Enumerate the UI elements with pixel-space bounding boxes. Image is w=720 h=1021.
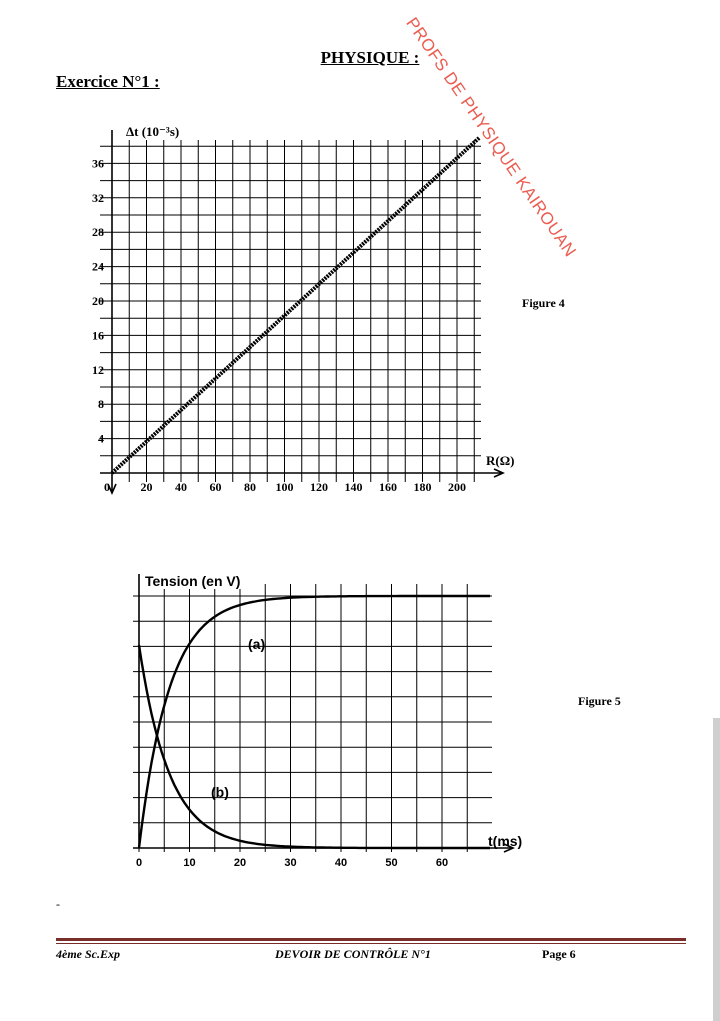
curve-b-line (137, 644, 490, 850)
chart5-x-tick-label: 30 (284, 857, 296, 869)
chart4-x-axis-label: R(Ω) (486, 453, 514, 468)
chart4-grid (100, 140, 481, 482)
chart4-x-tick-label: 40 (175, 480, 187, 494)
chart4-y-tick-label: 28 (92, 225, 104, 239)
chart5-x-tick-label: 50 (385, 857, 397, 869)
chart4-y-tick-label: 20 (92, 294, 104, 308)
chart4-y-tick-label: 8 (98, 397, 104, 411)
chart4-x-tick-label: 100 (276, 480, 294, 494)
chart4-y-tick-label: 36 (92, 156, 104, 170)
chart4-x-tick-label: 120 (310, 480, 328, 494)
chart4-x-tick-label: 160 (379, 480, 397, 494)
chart5-origin-label: 0 (136, 857, 142, 869)
footer-rule-thin (56, 943, 686, 944)
chart4-y-tick-label: 32 (92, 191, 104, 205)
chart4-y-tick-label: 12 (92, 363, 104, 377)
chart4-x-tick-label: 140 (345, 480, 363, 494)
chart4-series-line (110, 136, 481, 475)
chart5-x-arrow (503, 843, 515, 853)
chart5-grid (133, 584, 492, 852)
chart5-ticks: 10 20 30 40 50 60 (183, 857, 448, 869)
figure-4-caption: Figure 4 (522, 296, 565, 310)
chart5-x-tick-label: 40 (335, 857, 347, 869)
chart5-x-axis-label: t(ms) (488, 833, 522, 849)
footer-class-label: 4ème Sc.Exp (56, 947, 120, 961)
chart4-axes (100, 130, 505, 495)
footer-rule (56, 938, 686, 941)
chart4-y-arrow (107, 483, 117, 495)
chart4-series (110, 136, 481, 475)
chart4-x-tick-label: 60 (210, 480, 222, 494)
chart5-series (137, 594, 490, 850)
chart4-y-tick-label: 4 (98, 432, 104, 446)
chart4-x-tick-label: 20 (141, 480, 153, 494)
scrollbar[interactable] (713, 718, 720, 1021)
figure-5-caption: Figure 5 (578, 694, 621, 708)
footer-page-number: Page 6 (542, 947, 576, 961)
chart5-y-axis-label: Tension (en V) (145, 573, 240, 589)
chart4-x-tick-label: 200 (448, 480, 466, 494)
stray-mark: - (56, 897, 60, 911)
page-title: PHYSIQUE : (320, 48, 420, 67)
chart4-origin-label: 0 (104, 480, 110, 494)
chart5-x-tick-label: 20 (234, 857, 246, 869)
curve-b-label: (b) (211, 784, 229, 800)
chart4-x-tick-label: 80 (244, 480, 256, 494)
curve-a-line (137, 594, 490, 849)
chart4-y-tick-label: 24 (92, 260, 104, 274)
chart4-ticks: 20 40 60 80 100 120 140 160 180 200 4 8 12 16 20 24 28 32… (92, 156, 466, 494)
exercise-title: Exercice N°1 : (56, 72, 160, 91)
chart4-x-tick-label: 180 (414, 480, 432, 494)
chart5-x-tick-label: 10 (183, 857, 195, 869)
chart4-x-arrow (493, 468, 505, 478)
curve-a-label: (a) (248, 636, 265, 652)
chart4-y-tick-label: 16 (92, 328, 104, 342)
footer-exam-title: DEVOIR DE CONTRÔLE N°1 (275, 947, 431, 961)
chart5-x-tick-label: 60 (436, 857, 448, 869)
chart4-y-axis-label: Δt (10⁻³s) (126, 124, 179, 139)
